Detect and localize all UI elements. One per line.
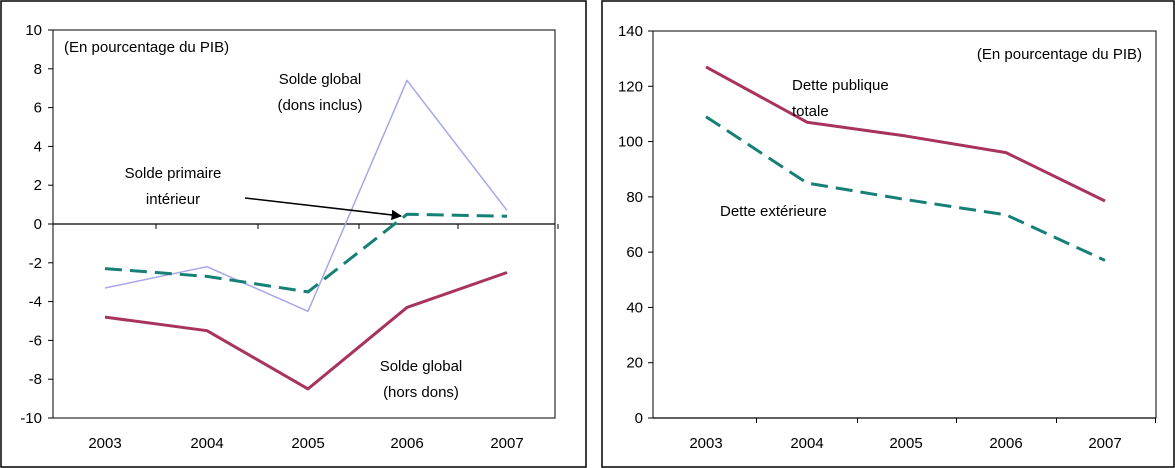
y-tick-label: 2 — [34, 177, 42, 194]
y-tick-label: 0 — [34, 216, 42, 233]
series-label: Solde primaire — [125, 165, 222, 182]
series-label: Solde global — [279, 71, 362, 88]
y-tick-label: 8 — [34, 61, 42, 78]
y-tick-label: 0 — [635, 410, 643, 427]
fiscal-balance-chart: 10 8 6 4 2 0 -2 -4 -6 -8 -10 2003 2004 2005 2006 2007 So… — [0, 0, 587, 468]
series-label: Dette publique — [792, 77, 889, 94]
x-tick-label: 2007 — [490, 435, 523, 452]
y-tick-label: -8 — [29, 371, 42, 388]
y-tick-label: 10 — [25, 22, 42, 39]
series-label: intérieur — [146, 191, 200, 208]
chart-panel-left: 10 8 6 4 2 0 -2 -4 -6 -8 -10 2003 2004 2005 2006 2007 So… — [0, 0, 587, 468]
x-tick-label: 2006 — [989, 435, 1022, 452]
x-tick-label: 2005 — [291, 435, 324, 452]
y-tick-label: 140 — [618, 23, 643, 40]
series-label: Solde global — [380, 358, 463, 375]
series-line-dashed — [705, 115, 1106, 262]
public-debt-chart: 140 120 100 80 60 40 20 0 2003 2004 2005 2006 2007 De… — [601, 0, 1175, 468]
series-label: Dette extérieure — [720, 203, 827, 220]
y-tick-label: -2 — [29, 255, 42, 272]
series-line-dashed — [104, 212, 508, 294]
series-line-solid — [104, 271, 508, 391]
x-tick-label: 2006 — [390, 435, 423, 452]
y-tick-label: 60 — [626, 244, 643, 261]
unit-note: (En pourcentage du PIB) — [64, 39, 229, 56]
series-line-solid — [705, 65, 1106, 203]
x-tick-label: 2004 — [190, 435, 223, 452]
series-label: totale — [792, 103, 829, 120]
y-tick-label: 40 — [626, 299, 643, 316]
series-label: (dons inclus) — [277, 97, 362, 114]
x-tick-label: 2005 — [889, 435, 922, 452]
series-label: (hors dons) — [383, 384, 459, 401]
y-tick-label: -4 — [29, 294, 42, 311]
chart-panel-right: 140 120 100 80 60 40 20 0 2003 2004 2005 2006 2007 De… — [601, 0, 1175, 468]
y-tick-label: -6 — [29, 332, 42, 349]
x-tick-label: 2007 — [1088, 435, 1121, 452]
annotation-arrow — [244, 197, 403, 221]
y-tick-label: 6 — [34, 100, 42, 117]
unit-note: (En pourcentage du PIB) — [977, 46, 1142, 63]
y-tick-label: 100 — [618, 134, 643, 151]
chart-frame — [601, 0, 1175, 468]
y-tick-label: 4 — [34, 138, 42, 155]
x-tick-label: 2003 — [88, 435, 121, 452]
y-tick-label: 120 — [618, 78, 643, 95]
x-tick-label: 2004 — [790, 435, 823, 452]
x-tick-label: 2003 — [689, 435, 722, 452]
chart-frame — [0, 0, 587, 468]
series-line-light — [104, 79, 508, 313]
y-tick-label: 80 — [626, 189, 643, 206]
y-tick-label: -10 — [20, 410, 42, 427]
y-tick-label: 20 — [626, 355, 643, 372]
